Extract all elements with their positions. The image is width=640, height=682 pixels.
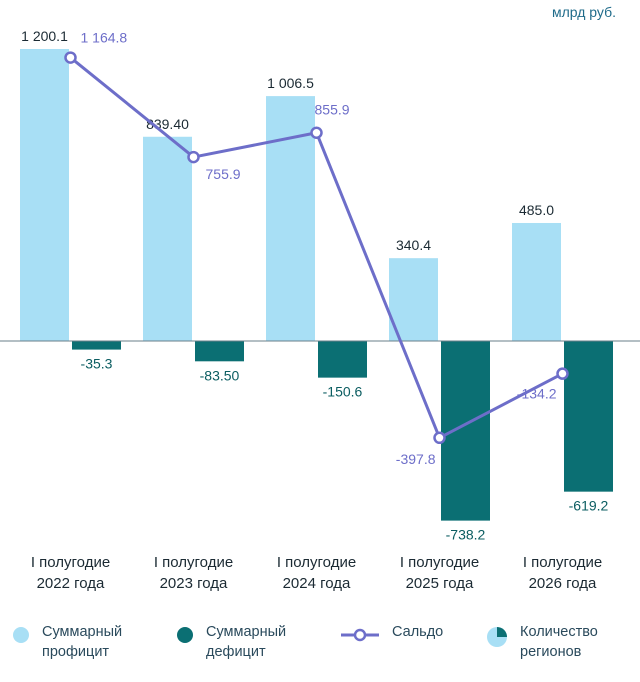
legend-label-line: Сальдо (392, 624, 444, 640)
legend-label-line: Количество (520, 624, 598, 640)
x-tick-label: I полугодие (523, 554, 602, 571)
legend-label: Суммарный профицит (42, 622, 152, 662)
deficit-data-label: -35.3 (81, 356, 113, 372)
deficit-data-label: -619.2 (569, 498, 609, 514)
legend: Суммарный профицит Суммарный дефицит Сальдо К… (0, 612, 640, 682)
bar-deficit (441, 341, 490, 521)
legend-label-line: Суммарный (206, 624, 287, 640)
legend-circle-icon (177, 627, 193, 643)
bar-deficit (72, 341, 121, 350)
bar-deficit (318, 341, 367, 378)
legend-item: Суммарный профицит (12, 622, 152, 662)
bar-deficit (564, 341, 613, 492)
x-tick-label: I полугодие (31, 554, 110, 571)
saldo-data-label: 855.9 (315, 102, 350, 118)
legend-label-line: регионов (520, 644, 582, 660)
saldo-data-label: -397.8 (396, 451, 436, 467)
bar-surplus (20, 49, 69, 341)
surplus-data-label: 1 006.5 (267, 75, 314, 91)
unit-label: млрд руб. (551, 4, 616, 20)
x-tick-label: 2025 года (406, 575, 474, 592)
legend-line-marker-icon (341, 628, 379, 642)
legend-label-line: дефицит (206, 644, 266, 660)
bar-surplus (143, 136, 192, 341)
saldo-data-label: 755.9 (206, 166, 241, 182)
saldo-point (433, 431, 446, 445)
deficit-data-label: -83.50 (200, 367, 240, 383)
x-tick-label: I полугодие (154, 554, 233, 571)
legend-item: Сальдо (340, 622, 502, 644)
surplus-data-label: 485.0 (519, 202, 554, 218)
legend-label: Суммарный дефицит (206, 622, 316, 662)
bar-surplus (389, 258, 438, 341)
legend-label: Сальдо (392, 622, 502, 642)
surplus-data-label: 1 200.1 (21, 28, 68, 44)
legend-label-line: профицит (42, 644, 110, 660)
legend-item: Суммарный дефицит (176, 622, 316, 662)
saldo-point (64, 51, 77, 64)
x-tick-label: 2024 года (283, 575, 351, 592)
x-tick-label: 2022 года (37, 575, 105, 592)
saldo-data-label: 1 164.8 (81, 30, 128, 46)
saldo-point (556, 367, 569, 380)
x-tick-label: 2026 года (529, 575, 597, 592)
legend-item: Количество регионов (486, 622, 630, 662)
deficit-data-label: -150.6 (323, 384, 363, 400)
saldo-data-label: -134.2 (517, 386, 557, 402)
deficit-data-label: -738.2 (446, 527, 486, 543)
x-tick-label: 2023 года (160, 575, 228, 592)
bar-surplus (512, 222, 561, 341)
legend-pie-icon (487, 627, 507, 647)
saldo-point (310, 126, 323, 139)
bar-surplus (266, 96, 315, 341)
legend-label-line: Суммарный (42, 624, 123, 640)
x-tick-label: I полугодие (277, 554, 356, 571)
legend-circle-icon (13, 627, 29, 643)
legend-label: Количество регионов (520, 622, 630, 662)
surplus-data-label: 340.4 (396, 237, 431, 253)
bar-deficit (195, 341, 244, 362)
x-tick-label: I полугодие (400, 554, 479, 571)
saldo-point (187, 150, 200, 164)
